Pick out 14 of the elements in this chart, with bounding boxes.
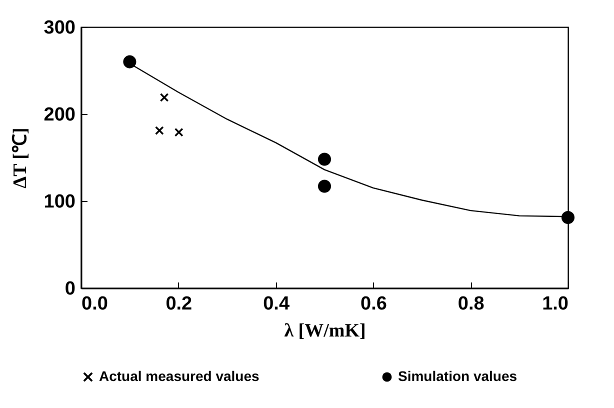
y-tick-label: 200 (44, 104, 76, 126)
x-axis-title: λ [W/mK] (284, 320, 366, 342)
x-tick-label: 0.4 (263, 294, 290, 314)
y-tick-label: 300 (44, 18, 76, 38)
legend-label: Actual measured values (99, 368, 260, 384)
y-tick-label: 100 (44, 192, 76, 212)
x-tick-label: 0.2 (166, 294, 192, 314)
legend-label: Simulation values (398, 368, 518, 384)
y-tick-label: 0 (64, 278, 76, 300)
x-tick-label: 0.6 (360, 294, 387, 314)
y-axis-title: ΔT [℃] (10, 128, 31, 188)
x-tick-label: 0.0 (82, 294, 108, 314)
x-tick-label: 1.0 (542, 294, 568, 314)
x-tick-label: 0.8 (458, 294, 484, 314)
